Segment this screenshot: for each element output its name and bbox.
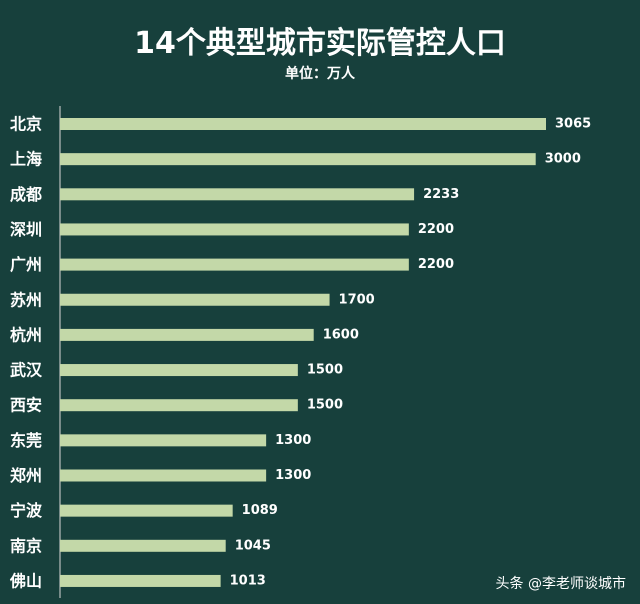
bar — [60, 574, 221, 587]
bar — [60, 258, 409, 271]
bar — [60, 118, 546, 130]
bar — [60, 364, 298, 377]
bar — [60, 399, 298, 412]
data-label: 1300 — [275, 433, 311, 448]
category-label: 西安 — [10, 396, 42, 415]
data-label: 1600 — [323, 327, 359, 342]
category-label: 广州 — [10, 255, 42, 274]
data-label: 2200 — [418, 222, 454, 237]
bar — [60, 328, 314, 341]
category-label: 郑州 — [10, 466, 42, 485]
chart-title: 14个典型城市实际管控人口 — [134, 26, 506, 61]
bar — [60, 223, 409, 236]
data-label: 1700 — [339, 292, 375, 307]
watermark: 头条 @李老师谈城市 — [495, 576, 626, 592]
category-label: 东莞 — [10, 431, 42, 450]
category-label: 宁波 — [10, 501, 43, 520]
data-label: 1300 — [275, 468, 311, 483]
bar — [60, 293, 330, 306]
category-label: 佛山 — [9, 571, 42, 590]
category-label: 北京 — [10, 115, 42, 134]
category-label: 武汉 — [10, 361, 43, 380]
data-label: 2200 — [418, 257, 454, 272]
bar — [60, 434, 267, 447]
category-label: 南京 — [10, 536, 42, 555]
data-label: 1013 — [230, 573, 266, 588]
chart-subtitle: 单位：万人 — [285, 66, 355, 82]
data-label: 1045 — [235, 538, 271, 553]
bar — [60, 539, 226, 552]
data-label: 2233 — [423, 187, 459, 202]
data-label: 1500 — [307, 363, 343, 378]
bar — [60, 504, 233, 517]
category-label: 成都 — [10, 185, 42, 204]
category-label: 深圳 — [10, 220, 42, 239]
data-label: 3000 — [545, 152, 581, 167]
category-label: 苏州 — [10, 290, 42, 309]
category-label: 杭州 — [10, 325, 42, 344]
data-label: 3065 — [555, 117, 591, 132]
data-label: 1089 — [242, 503, 278, 518]
bar — [60, 188, 415, 201]
bar — [60, 469, 267, 482]
category-label: 上海 — [10, 150, 42, 169]
data-label: 1500 — [307, 398, 343, 413]
bar — [60, 153, 536, 166]
